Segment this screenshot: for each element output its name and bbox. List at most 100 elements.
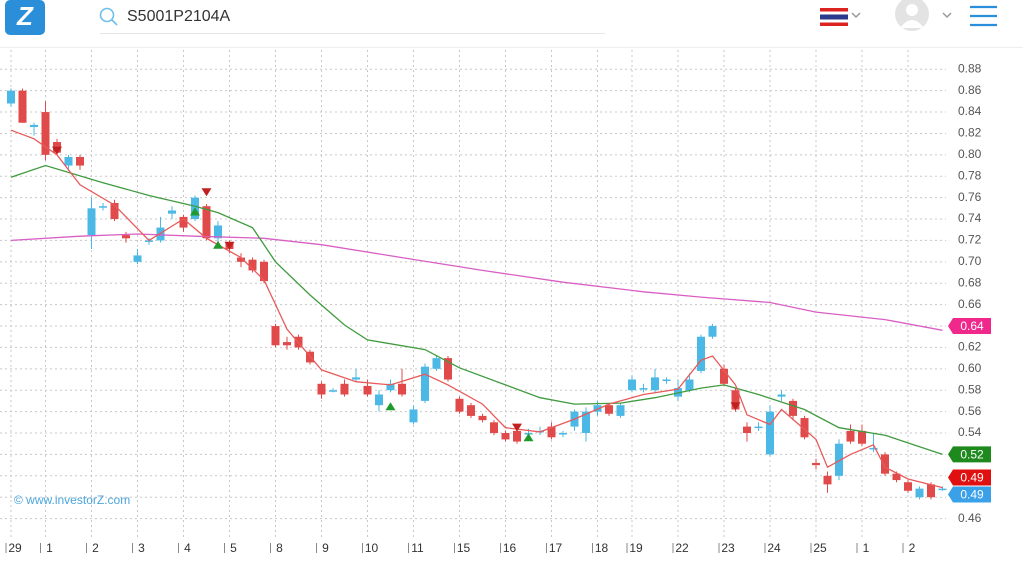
logo[interactable] — [5, 0, 45, 35]
search-icon[interactable] — [99, 7, 115, 23]
candle-body — [662, 379, 671, 382]
price-tag-label: 0.49 — [960, 471, 984, 485]
flag-stripe — [820, 19, 848, 23]
candle-body — [179, 216, 188, 228]
signal-marker — [190, 207, 200, 216]
candle-body — [501, 433, 510, 440]
x-tick-label: 1 — [46, 541, 53, 555]
candle-body — [605, 405, 613, 414]
candle-body — [237, 257, 245, 262]
candle-body — [386, 383, 395, 391]
signal-marker — [201, 188, 212, 197]
candle-body — [398, 383, 406, 395]
signal-marker — [224, 241, 235, 250]
x-tick-label: 9 — [322, 541, 329, 555]
y-tick-label: 0.66 — [958, 297, 982, 311]
x-tick-label: 16 — [503, 541, 517, 555]
candle-body — [846, 430, 855, 442]
candle-body — [87, 208, 96, 236]
candle-body — [766, 411, 774, 455]
candle-body — [927, 484, 935, 498]
x-tick-label: 3 — [138, 541, 145, 555]
chevron[interactable] — [942, 12, 952, 19]
flag-stripe — [820, 11, 848, 15]
price-tag-label: 0.64 — [960, 319, 984, 333]
price-tag — [948, 486, 991, 503]
candle-body — [283, 342, 291, 346]
candle-body — [64, 156, 73, 166]
candle-body — [432, 358, 441, 369]
candle-body — [915, 488, 924, 498]
x-tick-label: 25 — [813, 541, 827, 555]
candle-body — [731, 390, 740, 410]
x-tick-label: 24 — [767, 541, 781, 555]
x-tick-label: 19 — [629, 541, 643, 555]
search-input[interactable]: S5001P2104A — [127, 8, 231, 25]
flag-stripe — [820, 22, 848, 26]
candle-body — [823, 475, 832, 485]
candle-body — [651, 377, 659, 391]
x-tick-label: 4 — [184, 541, 191, 555]
candle-body — [271, 326, 280, 346]
y-tick-label: 0.88 — [958, 61, 982, 75]
candle-body — [490, 422, 498, 434]
candle-body — [7, 90, 15, 104]
ma-line — [10, 129, 943, 489]
candle-body — [628, 379, 636, 391]
header-bg — [0, 0, 1023, 47]
x-tick-label: 10 — [365, 541, 379, 555]
signal-marker — [523, 433, 534, 442]
language-flag[interactable] — [820, 8, 848, 26]
y-tick-label: 0.84 — [958, 104, 982, 118]
y-tick-label: 0.82 — [958, 126, 982, 140]
y-tick-label: 0.58 — [958, 382, 982, 396]
header: Z S5001P2104A — [0, 0, 1023, 48]
x-tick-label: 23 — [721, 541, 735, 555]
avatar-head — [906, 4, 918, 16]
candle-body — [800, 418, 809, 438]
menu-button[interactable] — [970, 5, 997, 27]
candle-body — [869, 447, 878, 450]
candle-body — [41, 112, 50, 155]
candle-body — [133, 255, 142, 262]
y-tick-label: 0.72 — [958, 233, 982, 247]
candle-body — [18, 90, 27, 123]
flag-stripe — [820, 8, 848, 12]
candle-body — [720, 368, 728, 384]
x-tick-label: 15 — [457, 541, 471, 555]
chart-area: 0.460.480.500.520.540.560.580.600.620.64… — [0, 50, 991, 555]
candle-body — [478, 415, 487, 421]
candle-body — [559, 433, 567, 435]
x-tick-label: 2 — [92, 541, 99, 555]
candle-body — [708, 326, 717, 337]
candle-body — [754, 426, 763, 429]
candle-body — [409, 409, 418, 423]
candle-body — [904, 482, 912, 491]
candle-body — [835, 443, 843, 476]
y-tick-label: 0.86 — [958, 83, 982, 97]
x-tick-label: 18 — [595, 541, 609, 555]
candle-body — [145, 240, 153, 242]
price-tag — [948, 469, 991, 486]
x-tick-label: 2 — [909, 541, 916, 555]
candle-body — [455, 398, 464, 412]
candle-body — [444, 358, 452, 380]
candle-body — [248, 259, 257, 271]
candle-body — [616, 405, 625, 416]
candle-body — [858, 430, 866, 444]
y-tick-label: 0.54 — [958, 425, 982, 439]
candle-body — [202, 206, 211, 239]
chevron[interactable] — [851, 12, 861, 19]
candle-body — [375, 394, 383, 406]
candle-body — [317, 383, 326, 395]
candle-body — [340, 383, 349, 395]
candle-body — [938, 488, 947, 491]
y-tick-label: 0.76 — [958, 190, 982, 204]
logo-text: Z — [16, 1, 34, 31]
price-tag — [948, 446, 991, 463]
x-tick-label: 17 — [549, 541, 563, 555]
watermark: © www.investorZ.com — [14, 493, 130, 507]
ma-line — [10, 233, 943, 331]
